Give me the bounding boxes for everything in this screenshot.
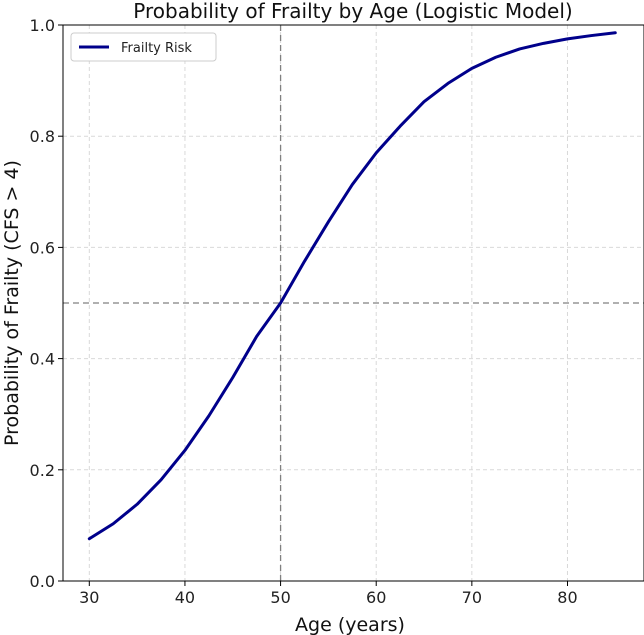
- x-tick-label: 80: [557, 588, 577, 607]
- x-axis-ticks: 30 40 50 60 70 80: [79, 581, 578, 607]
- reference-lines: [63, 25, 644, 581]
- chart-title: Probability of Frailty by Age (Logistic …: [133, 0, 572, 23]
- x-axis-label: Age (years): [295, 614, 405, 635]
- x-tick-label: 60: [366, 588, 386, 607]
- y-tick-label: 0.0: [30, 572, 55, 591]
- plot-frame: [62, 24, 644, 582]
- y-axis-ticks: 0.0 0.2 0.4 0.6 0.8 1.0: [30, 16, 63, 591]
- y-tick-label: 0.2: [30, 461, 55, 480]
- y-tick-label: 1.0: [30, 16, 55, 35]
- x-tick-label: 50: [270, 588, 290, 607]
- y-axis-label: Probability of Frailty (CFS > 4): [1, 160, 23, 446]
- x-tick-label: 30: [79, 588, 99, 607]
- x-tick-label: 70: [462, 588, 482, 607]
- legend-label: Frailty Risk: [121, 41, 192, 56]
- y-tick-label: 0.6: [30, 238, 55, 257]
- y-tick-label: 0.4: [30, 350, 55, 369]
- legend-box: [70, 32, 217, 62]
- legend: Frailty Risk: [70, 32, 217, 62]
- y-tick-label: 0.8: [30, 127, 55, 146]
- series-line-frailty-risk: [87, 31, 617, 541]
- x-tick-label: 40: [175, 588, 195, 607]
- series-lines: [87, 31, 617, 541]
